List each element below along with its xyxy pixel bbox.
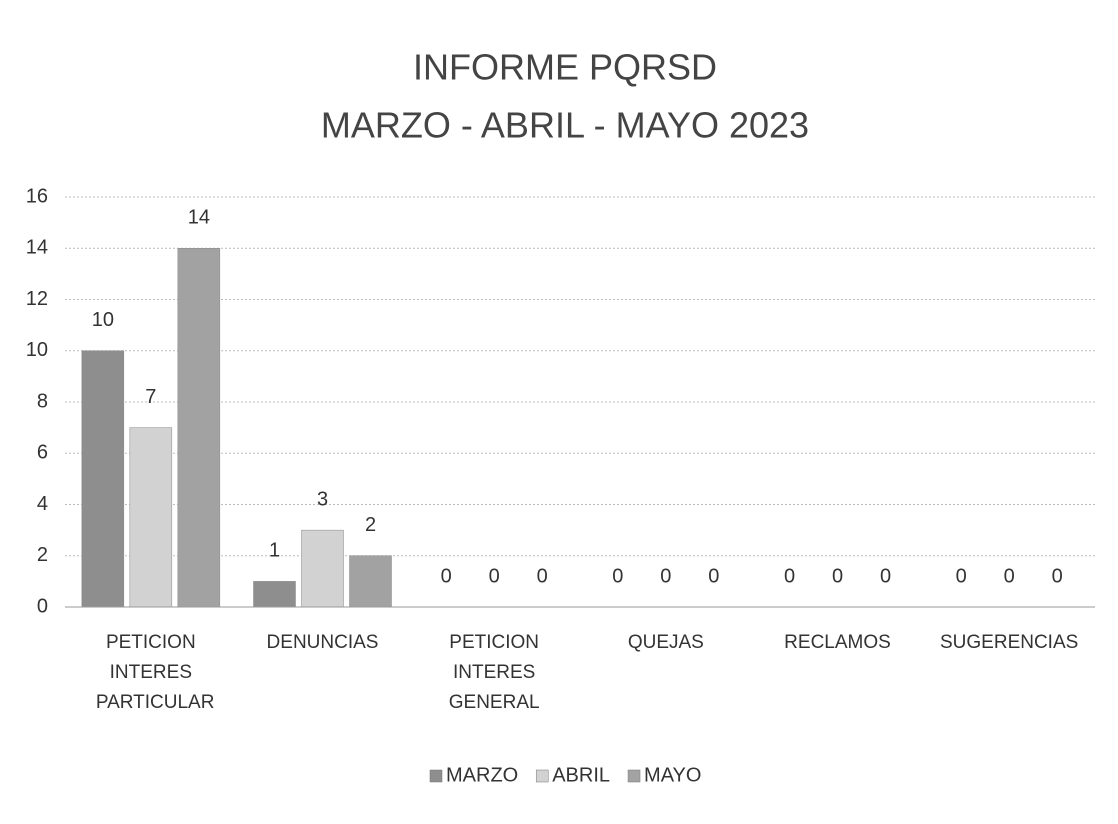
data-label: 0 xyxy=(832,565,843,587)
y-tick-label: 14 xyxy=(26,237,48,259)
data-label: 0 xyxy=(784,565,795,587)
data-label: 3 xyxy=(317,488,328,510)
bar xyxy=(301,529,344,608)
y-tick-label: 2 xyxy=(37,544,48,566)
data-label: 10 xyxy=(92,309,114,331)
data-label: 0 xyxy=(880,565,891,587)
y-tick-label: 0 xyxy=(37,595,48,617)
data-label: 2 xyxy=(365,514,376,536)
bar xyxy=(129,427,173,608)
y-tick-label: 12 xyxy=(26,288,48,310)
legend-label: ABRIL xyxy=(552,764,610,786)
x-tick-label: QUEJAS xyxy=(627,632,704,653)
chart-subtitle: MARZO - ABRIL - MAYO 2023 xyxy=(321,105,809,146)
data-label: 7 xyxy=(145,386,156,408)
bar xyxy=(253,581,296,608)
legend-label: MAYO xyxy=(644,764,701,786)
data-label: 0 xyxy=(1004,565,1015,587)
y-tick-label: 4 xyxy=(37,493,48,515)
legend-label: MARZO xyxy=(446,764,518,786)
x-tick-label: RECLAMOS xyxy=(784,632,891,653)
data-label: 0 xyxy=(489,565,500,587)
y-tick-label: 8 xyxy=(37,390,48,412)
x-tick-label: PETICION INTERES PARTICULAR xyxy=(95,632,215,713)
x-tick-label: PETICION INTERES GENERAL xyxy=(448,632,540,713)
legend-swatch xyxy=(429,769,443,783)
x-tick-label: SUGERENCIAS xyxy=(940,632,1079,653)
data-label: 14 xyxy=(188,207,210,229)
legend-swatch xyxy=(627,769,641,783)
chart-title: INFORME PQRSD xyxy=(413,47,717,88)
data-label: 0 xyxy=(956,565,967,587)
bar xyxy=(81,350,125,608)
bar xyxy=(177,248,221,608)
bar xyxy=(349,555,392,608)
data-label: 0 xyxy=(537,565,548,587)
data-label: 0 xyxy=(1052,565,1063,587)
data-label: 1 xyxy=(269,540,280,562)
y-tick-label: 16 xyxy=(26,185,48,207)
x-tick-label: DENUNCIAS xyxy=(266,632,379,653)
data-label: 0 xyxy=(708,565,719,587)
data-label: 0 xyxy=(612,565,623,587)
y-tick-label: 10 xyxy=(26,339,48,361)
data-label: 0 xyxy=(441,565,452,587)
legend-swatch xyxy=(535,769,549,783)
y-tick-label: 6 xyxy=(37,442,48,464)
data-label: 0 xyxy=(660,565,671,587)
